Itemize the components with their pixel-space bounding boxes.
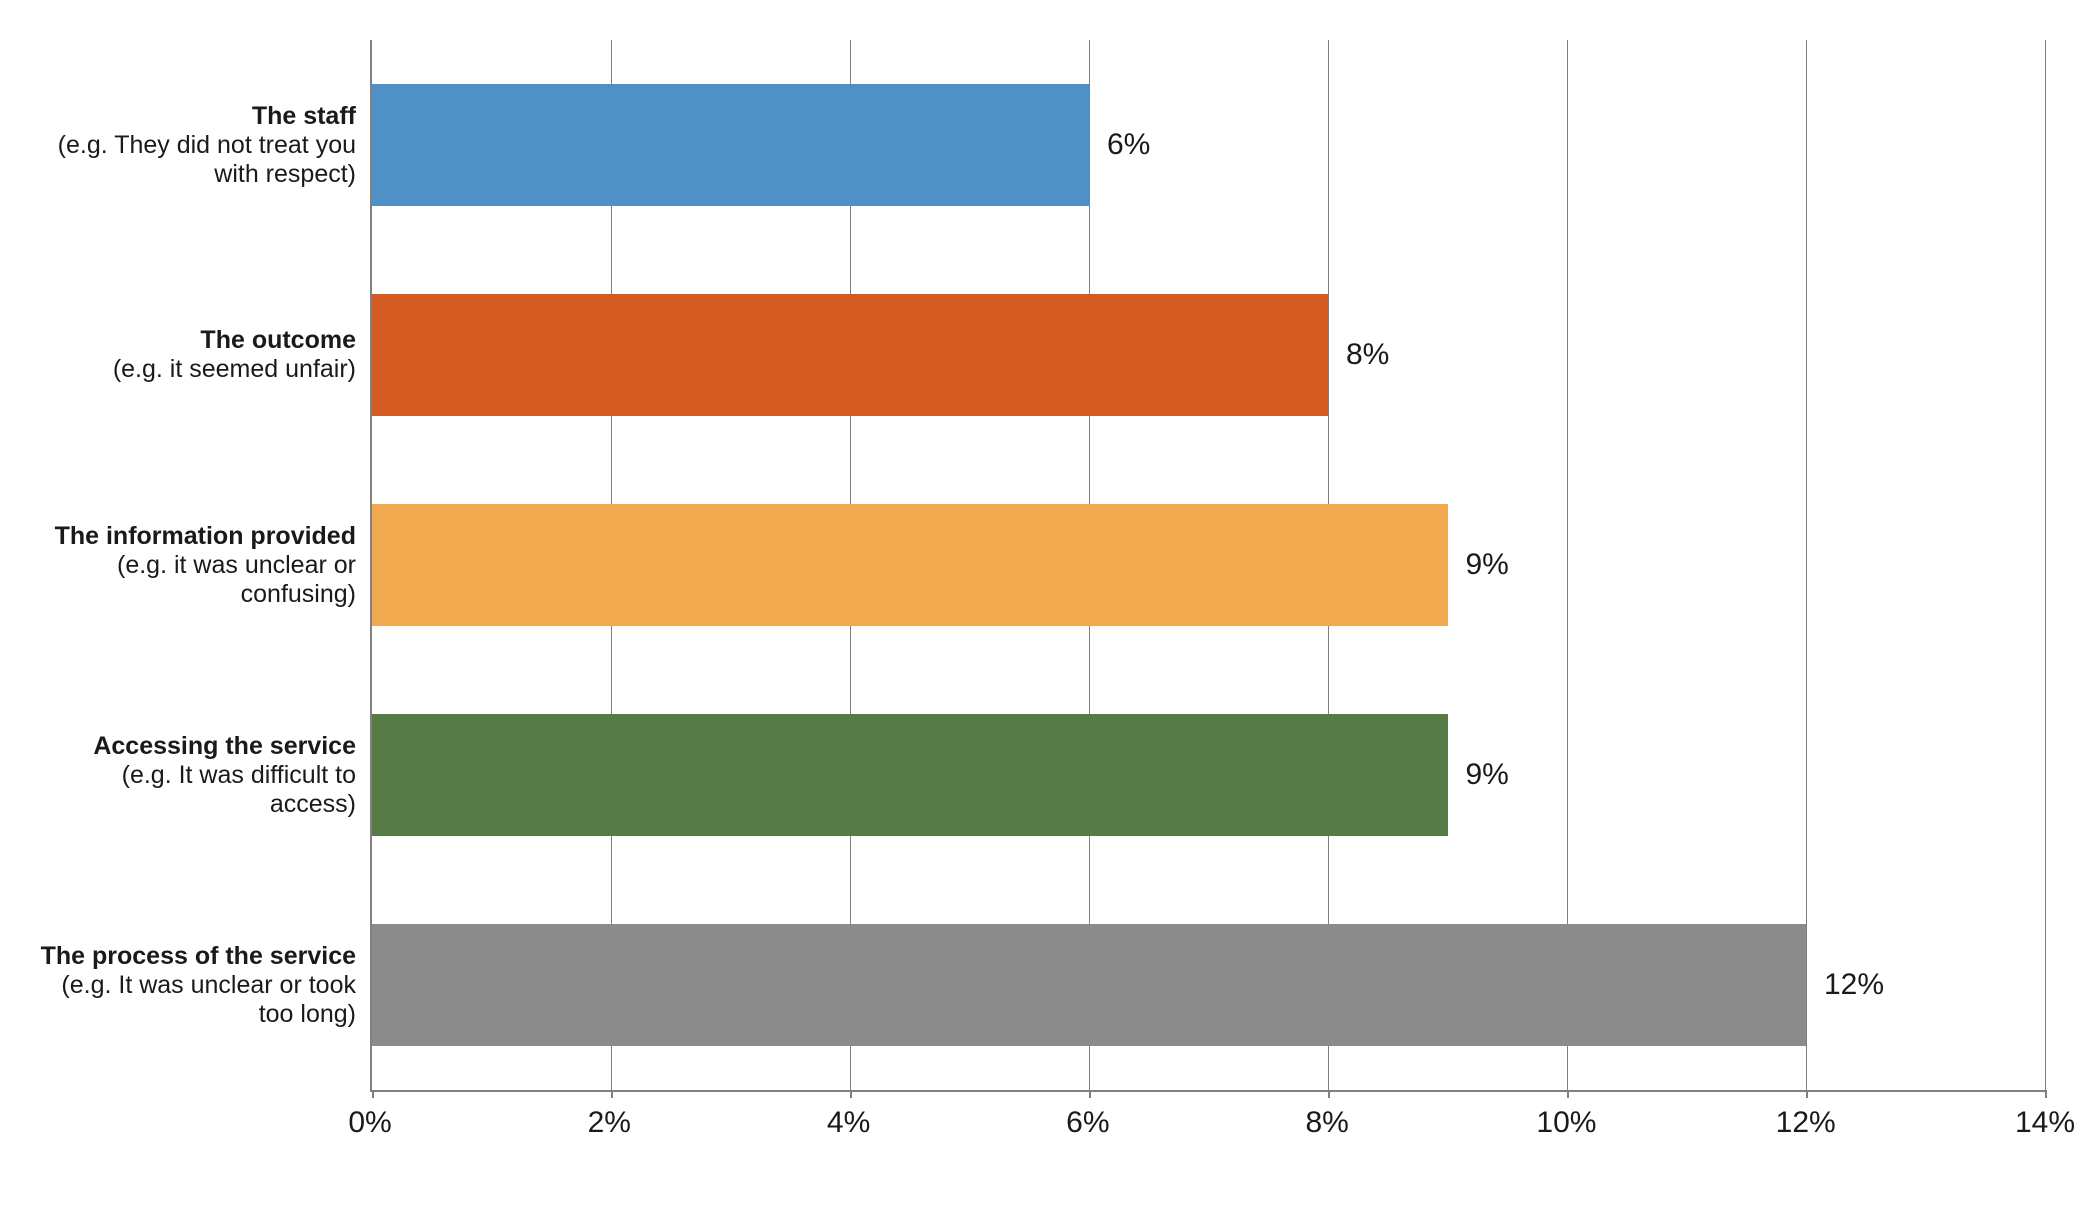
category-subtitle: (e.g. it seemed unfair) bbox=[113, 355, 356, 384]
x-axis: 0%2%4%6%8%10%12%14% bbox=[370, 1092, 2045, 1152]
x-axis-tick-label: 4% bbox=[827, 1092, 870, 1140]
chart-body: The staff(e.g. They did not treat you wi… bbox=[40, 40, 2045, 1152]
category-subtitle: (e.g. It was difficult to access) bbox=[40, 761, 356, 819]
bar bbox=[372, 714, 1448, 836]
x-axis-tick-label: 8% bbox=[1305, 1092, 1348, 1140]
horizontal-bar-chart: The staff(e.g. They did not treat you wi… bbox=[0, 0, 2085, 1172]
y-axis-category-label: Accessing the service(e.g. It was diffic… bbox=[40, 670, 370, 880]
category-title: Accessing the service bbox=[93, 732, 356, 761]
y-axis-category-label: The information provided(e.g. it was unc… bbox=[40, 460, 370, 670]
y-axis-category-label: The outcome(e.g. it seemed unfair) bbox=[40, 250, 370, 460]
x-axis-tick-label: 6% bbox=[1066, 1092, 1109, 1140]
x-axis-tick-label: 12% bbox=[1776, 1092, 1836, 1140]
bar-value-label: 9% bbox=[1466, 548, 1509, 582]
bar-row: 9% bbox=[372, 670, 2045, 880]
bar-row: 6% bbox=[372, 40, 2045, 250]
bar-value-label: 8% bbox=[1346, 338, 1389, 372]
x-axis-tick-label: 0% bbox=[348, 1092, 391, 1140]
bar-row: 8% bbox=[372, 250, 2045, 460]
y-axis-labels: The staff(e.g. They did not treat you wi… bbox=[40, 40, 370, 1090]
gridline bbox=[2045, 40, 2046, 1090]
bar bbox=[372, 924, 1806, 1046]
bar-value-label: 12% bbox=[1824, 968, 1884, 1002]
x-axis-tick-label: 10% bbox=[1536, 1092, 1596, 1140]
plot-area: 6% 8% 9% 9% 12% bbox=[370, 40, 2045, 1092]
bar-value-label: 9% bbox=[1466, 758, 1509, 792]
x-axis-tick-label: 14% bbox=[2015, 1092, 2075, 1140]
x-axis-tick-label: 2% bbox=[588, 1092, 631, 1140]
bar bbox=[372, 294, 1328, 416]
category-title: The information provided bbox=[55, 522, 356, 551]
category-subtitle: (e.g. They did not treat you with respec… bbox=[40, 131, 356, 189]
category-title: The process of the service bbox=[41, 942, 356, 971]
bar-value-label: 6% bbox=[1107, 128, 1150, 162]
bars-container: 6% 8% 9% 9% 12% bbox=[372, 40, 2045, 1090]
category-title: The outcome bbox=[200, 326, 356, 355]
category-subtitle: (e.g. It was unclear or took too long) bbox=[40, 971, 356, 1029]
y-axis-category-label: The staff(e.g. They did not treat you wi… bbox=[40, 40, 370, 250]
category-title: The staff bbox=[252, 102, 356, 131]
bar-row: 12% bbox=[372, 880, 2045, 1090]
category-subtitle: (e.g. it was unclear or confusing) bbox=[40, 551, 356, 609]
bar-row: 9% bbox=[372, 460, 2045, 670]
bar bbox=[372, 84, 1089, 206]
plot-column: 6%8%9%9%12% 0%2%4%6%8%10%12%14% bbox=[370, 40, 2045, 1152]
y-axis-category-label: The process of the service(e.g. It was u… bbox=[40, 880, 370, 1090]
bar bbox=[372, 504, 1448, 626]
